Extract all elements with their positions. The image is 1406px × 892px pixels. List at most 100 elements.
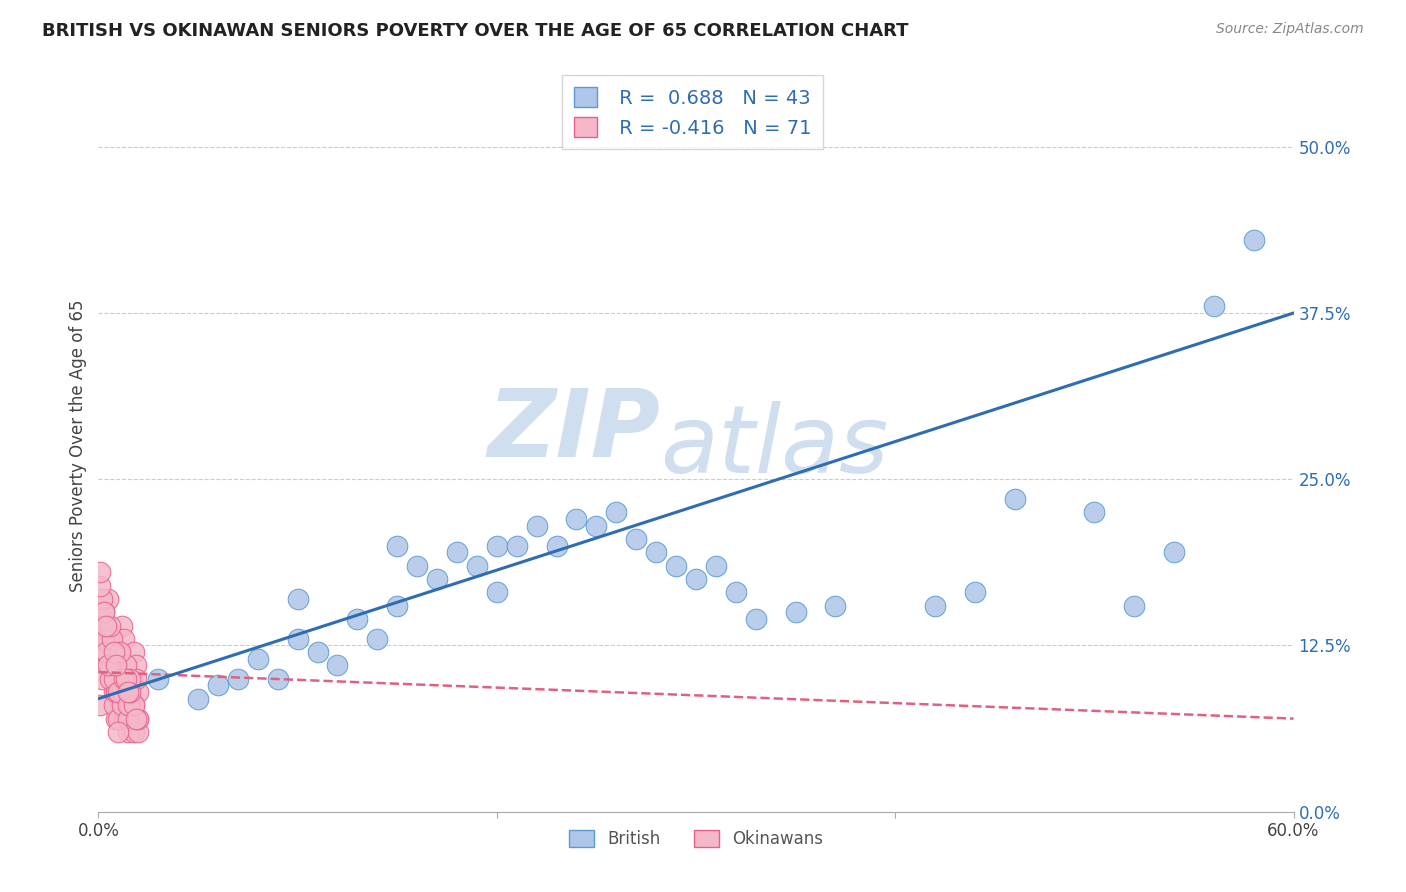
Point — [103, 645, 125, 659]
Point — [98, 632, 122, 646]
Point — [103, 685, 125, 699]
Point — [124, 698, 146, 713]
Point — [120, 698, 142, 713]
Point — [685, 572, 707, 586]
Point — [110, 698, 132, 713]
Point — [105, 685, 128, 699]
Point — [110, 645, 132, 659]
Point — [207, 678, 229, 692]
Point — [112, 672, 135, 686]
Point — [745, 612, 768, 626]
Point — [103, 698, 125, 713]
Point — [98, 672, 122, 686]
Point — [101, 658, 124, 673]
Point — [97, 632, 120, 646]
Point — [724, 585, 747, 599]
Point — [91, 672, 114, 686]
Text: BRITISH VS OKINAWAN SENIORS POVERTY OVER THE AGE OF 65 CORRELATION CHART: BRITISH VS OKINAWAN SENIORS POVERTY OVER… — [42, 22, 908, 40]
Point — [105, 712, 128, 726]
Point — [785, 605, 807, 619]
Point — [120, 685, 142, 699]
Point — [485, 539, 508, 553]
Point — [107, 712, 129, 726]
Point — [110, 645, 132, 659]
Point — [226, 672, 249, 686]
Point — [446, 545, 468, 559]
Point — [585, 518, 607, 533]
Point — [307, 645, 329, 659]
Point — [103, 672, 125, 686]
Point — [89, 566, 111, 580]
Point — [406, 558, 429, 573]
Point — [1202, 299, 1225, 313]
Point — [121, 698, 143, 713]
Point — [127, 725, 149, 739]
Point — [112, 712, 135, 726]
Point — [626, 532, 648, 546]
Point — [125, 672, 148, 686]
Point — [98, 658, 122, 673]
Point — [605, 506, 627, 520]
Point — [546, 539, 568, 553]
Point — [91, 618, 114, 632]
Point — [93, 645, 115, 659]
Point — [565, 512, 588, 526]
Point — [111, 698, 134, 713]
Point — [1083, 506, 1105, 520]
Point — [346, 612, 368, 626]
Point — [124, 698, 146, 713]
Text: atlas: atlas — [661, 401, 889, 491]
Point — [1243, 233, 1265, 247]
Point — [105, 658, 128, 673]
Point — [326, 658, 349, 673]
Point — [124, 725, 146, 739]
Point — [704, 558, 727, 573]
Point — [93, 605, 115, 619]
Point — [115, 672, 138, 686]
Point — [526, 518, 548, 533]
Point — [1163, 545, 1185, 559]
Point — [111, 685, 134, 699]
Point — [89, 579, 111, 593]
Point — [91, 591, 114, 606]
Point — [96, 618, 118, 632]
Point — [366, 632, 388, 646]
Point — [125, 712, 148, 726]
Point — [117, 685, 139, 699]
Text: ZIP: ZIP — [488, 385, 661, 477]
Point — [117, 725, 139, 739]
Legend: British, Okinawans: British, Okinawans — [562, 823, 830, 855]
Point — [96, 645, 118, 659]
Point — [115, 658, 138, 673]
Point — [287, 632, 309, 646]
Point — [120, 672, 142, 686]
Point — [963, 585, 986, 599]
Point — [117, 712, 139, 726]
Point — [96, 645, 118, 659]
Point — [1123, 599, 1146, 613]
Point — [93, 632, 115, 646]
Point — [506, 539, 529, 553]
Point — [117, 698, 139, 713]
Point — [96, 618, 118, 632]
Point — [98, 618, 122, 632]
Point — [187, 691, 209, 706]
Point — [115, 658, 138, 673]
Point — [97, 658, 120, 673]
Point — [1004, 492, 1026, 507]
Point — [101, 658, 124, 673]
Point — [127, 712, 149, 726]
Point — [124, 645, 146, 659]
Point — [385, 539, 409, 553]
Point — [101, 632, 124, 646]
Point — [127, 685, 149, 699]
Point — [125, 658, 148, 673]
Text: Source: ZipAtlas.com: Source: ZipAtlas.com — [1216, 22, 1364, 37]
Point — [665, 558, 688, 573]
Point — [465, 558, 488, 573]
Point — [107, 685, 129, 699]
Point — [924, 599, 946, 613]
Point — [93, 605, 115, 619]
Point — [246, 652, 269, 666]
Point — [107, 725, 129, 739]
